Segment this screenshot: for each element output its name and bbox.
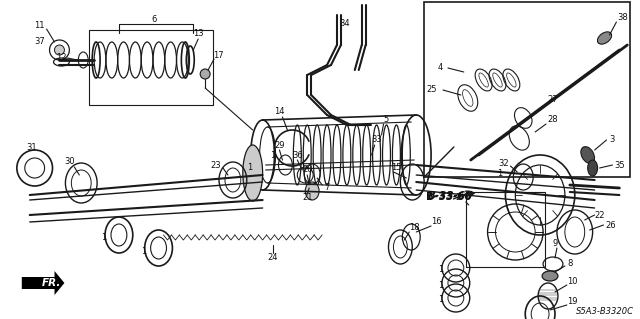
- Text: 14: 14: [274, 108, 285, 116]
- Text: 31: 31: [26, 144, 37, 152]
- Ellipse shape: [305, 182, 319, 200]
- Text: 7: 7: [324, 183, 330, 192]
- Text: 13: 13: [193, 29, 204, 39]
- Text: 6: 6: [151, 16, 156, 25]
- Text: 35: 35: [614, 160, 625, 169]
- Text: 33: 33: [371, 136, 382, 145]
- Text: 22: 22: [595, 211, 605, 219]
- Text: 18: 18: [409, 224, 420, 233]
- Text: 37: 37: [35, 38, 45, 47]
- Text: 20: 20: [302, 166, 312, 174]
- Text: 11: 11: [35, 20, 45, 29]
- Text: B-33-60: B-33-60: [426, 192, 472, 202]
- Text: 21: 21: [302, 194, 312, 203]
- Ellipse shape: [542, 271, 558, 281]
- Text: 1: 1: [101, 234, 107, 242]
- Text: 29: 29: [274, 140, 285, 150]
- Ellipse shape: [200, 69, 210, 79]
- Text: 1: 1: [438, 280, 444, 290]
- Ellipse shape: [243, 145, 262, 201]
- Text: 32: 32: [498, 159, 509, 167]
- Text: FR.: FR.: [42, 278, 61, 288]
- Text: S5A3-B3320C: S5A3-B3320C: [575, 308, 634, 316]
- Text: 23: 23: [211, 160, 221, 169]
- Text: 8: 8: [567, 258, 573, 268]
- Text: 17: 17: [212, 50, 223, 60]
- Text: 36: 36: [292, 151, 303, 160]
- Text: 2: 2: [455, 194, 460, 203]
- Text: 4: 4: [437, 63, 443, 72]
- Text: 26: 26: [605, 220, 616, 229]
- Text: 3: 3: [610, 136, 615, 145]
- Text: 27: 27: [548, 95, 558, 105]
- Text: 34: 34: [340, 19, 350, 27]
- Bar: [424, 2, 630, 177]
- Text: 1: 1: [438, 265, 444, 275]
- Text: 19: 19: [568, 298, 578, 307]
- Text: 30: 30: [64, 158, 75, 167]
- Text: 1: 1: [270, 152, 275, 160]
- Ellipse shape: [597, 32, 612, 44]
- Text: 1: 1: [141, 248, 147, 256]
- Text: 28: 28: [548, 115, 558, 124]
- Text: 1: 1: [247, 164, 252, 173]
- Text: 1: 1: [438, 295, 444, 305]
- Text: 10: 10: [568, 278, 578, 286]
- Text: 12: 12: [56, 54, 67, 63]
- Text: 38: 38: [617, 13, 628, 23]
- Text: 9: 9: [552, 239, 557, 248]
- Text: 1: 1: [497, 169, 502, 179]
- Text: 5: 5: [384, 115, 389, 124]
- Text: 15: 15: [391, 164, 402, 173]
- Ellipse shape: [588, 160, 598, 176]
- Bar: [466, 192, 545, 267]
- Ellipse shape: [581, 147, 595, 163]
- Text: 25: 25: [427, 85, 437, 94]
- Text: 24: 24: [268, 254, 278, 263]
- Text: FR.: FR.: [42, 278, 61, 288]
- Text: 16: 16: [431, 218, 442, 226]
- Ellipse shape: [54, 45, 65, 55]
- Text: B-33-60: B-33-60: [428, 191, 474, 201]
- Polygon shape: [22, 271, 65, 295]
